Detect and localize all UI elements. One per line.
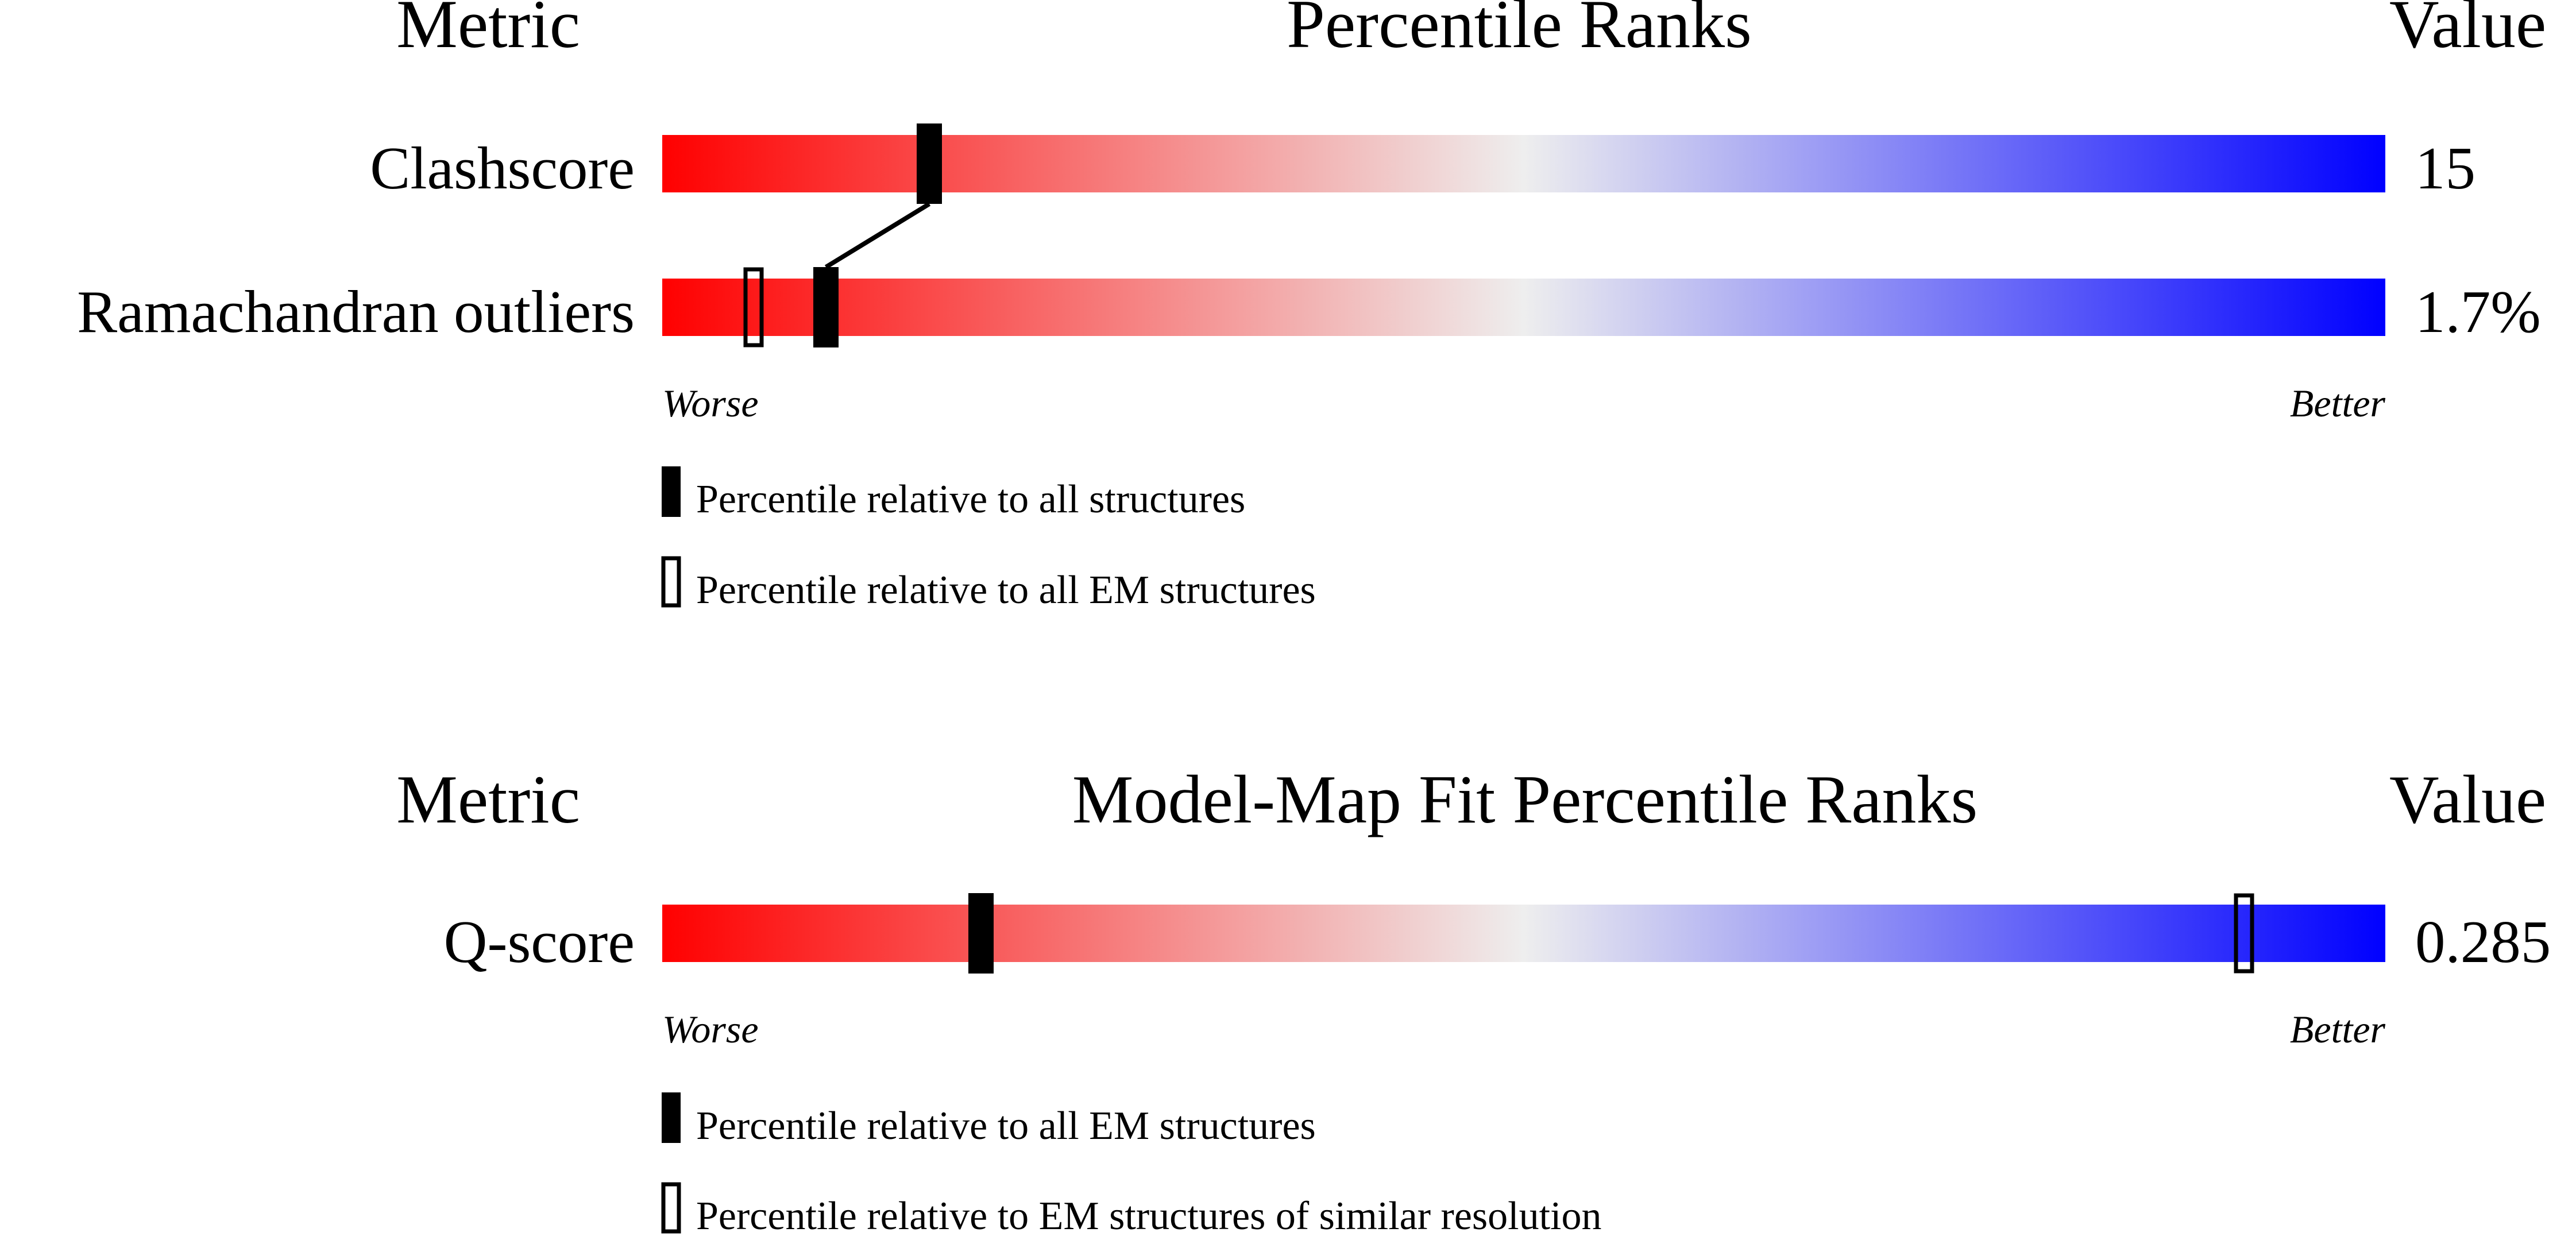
header-title: Model-Map Fit Percentile Ranks [1072, 761, 1978, 837]
scale-worse-label: Worse [662, 1007, 759, 1051]
metric-value: 15 [2415, 134, 2475, 202]
marker-filled-0 [968, 893, 994, 974]
header-metric: Metric [396, 0, 580, 62]
percentile-bar [662, 135, 2385, 192]
marker-open-0 [2234, 893, 2254, 974]
marker-layer [968, 893, 2254, 974]
legend-label: Percentile relative to EM structures of … [696, 1194, 1602, 1236]
metric-value: 1.7% [2415, 278, 2541, 345]
legend-swatch-filled [662, 1092, 681, 1143]
panel-model-map-fit: Metric Model-Map Fit Percentile Ranks Va… [396, 761, 2551, 1236]
percentile-bar [662, 905, 2385, 962]
marker-open-1 [743, 267, 764, 347]
metric-label: Clashscore [370, 134, 635, 202]
header-title: Percentile Ranks [1287, 0, 1752, 62]
percentile-bar [662, 279, 2385, 336]
marker-layer [743, 123, 942, 347]
scale-worse-label: Worse [662, 381, 759, 425]
header-value: Value [2389, 761, 2546, 837]
panel-percentile-ranks: Metric Percentile Ranks Value Clashscore… [77, 0, 2546, 612]
legend-swatch-open [661, 556, 681, 608]
legend-swatch-filled [662, 466, 681, 517]
scale-better-label: Better [2290, 1007, 2386, 1051]
marker-connector [824, 202, 931, 269]
legend-swatch-open [661, 1182, 681, 1234]
metric-label: Q-score [444, 908, 635, 975]
metric-value: 0.285 [2415, 908, 2551, 975]
metric-label: Ramachandran outliers [77, 278, 635, 345]
legend-label: Percentile relative to all EM structures [696, 568, 1316, 612]
legend-label: Percentile relative to all structures [696, 477, 1245, 522]
header-metric: Metric [396, 761, 580, 837]
header-value: Value [2389, 0, 2546, 62]
legend-label: Percentile relative to all EM structures [696, 1104, 1316, 1148]
scale-better-label: Better [2290, 381, 2386, 425]
marker-filled-0 [917, 123, 942, 204]
marker-filled-1 [813, 267, 839, 347]
